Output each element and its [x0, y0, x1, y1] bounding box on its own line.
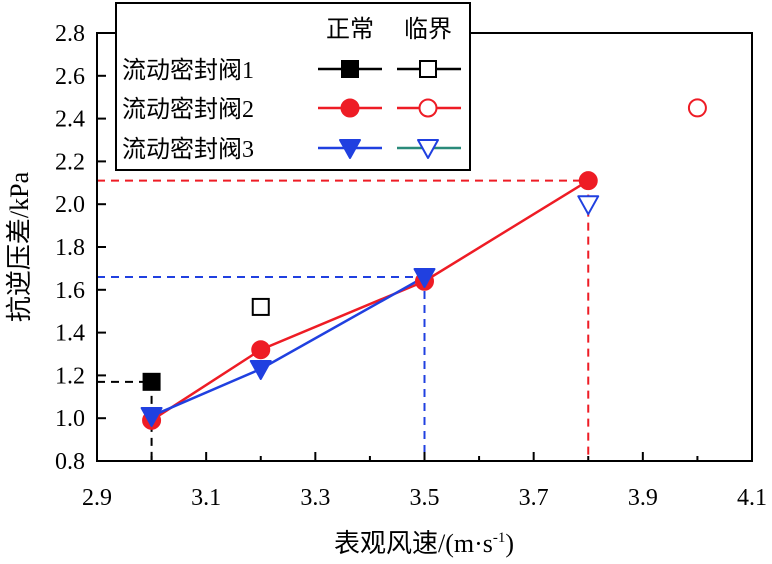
normal-point-2: [578, 171, 598, 191]
critical-point-3: [577, 195, 600, 216]
x-tick-label: 3.5: [410, 485, 440, 511]
ticks-layer: 2.9 3.1 3.3 3.5 3.7 3.9 4.1 0.8 1.0 1.2 1.4 1.6 1.8 2…: [55, 21, 767, 511]
x-axis-title-superscript: -1: [493, 530, 506, 546]
x-tick-label: 3.3: [300, 485, 330, 511]
legend-critical-marker-2: [418, 98, 438, 118]
y-tick-label: 2.6: [55, 64, 85, 90]
y-tick-label: 2.2: [55, 149, 85, 175]
critical-point-1: [251, 297, 270, 316]
y-tick-label: 0.8: [55, 449, 85, 475]
normal-point-2: [251, 340, 271, 360]
legend-normal-marker-3: [339, 139, 361, 159]
reference-lines: [97, 179, 590, 461]
normal-point-3: [140, 407, 163, 428]
legend-critical-marker-1: [419, 60, 437, 78]
y-tick-label: 2.0: [55, 192, 85, 218]
y-tick-label: 1.2: [55, 363, 85, 389]
legend-label-1: 流动密封阀1: [122, 57, 254, 84]
normal-point-1: [142, 372, 161, 391]
normal-point-3: [413, 267, 436, 288]
legend-label-3: 流动密封阀3: [122, 136, 254, 163]
x-tick-label: 4.1: [737, 485, 767, 511]
legend-normal-marker-2: [340, 98, 360, 118]
legend-normal-marker-1: [341, 60, 359, 78]
x-tick-label: 2.9: [82, 485, 112, 511]
x-axis-title: 表观风速/(m·s-1): [334, 529, 514, 558]
legend-box: [115, 2, 471, 171]
y-tick-label: 1.4: [55, 321, 85, 347]
x-tick-label: 3.7: [519, 485, 549, 511]
series-line-2: [150, 179, 589, 422]
x-tick-label: 3.9: [628, 485, 658, 511]
legend-critical-marker-3: [417, 139, 439, 159]
series-layer: [140, 98, 707, 430]
y-axis-title: 抗逆压差/kPa: [5, 171, 34, 322]
x-tick-label: 3.1: [191, 485, 221, 511]
y-tick-label: 1.0: [55, 406, 85, 432]
y-tick-label: 1.8: [55, 235, 85, 261]
legend-header-normal: 正常: [326, 16, 374, 43]
y-tick-label: 2.8: [55, 21, 85, 47]
legend-header-critical: 临界: [404, 16, 452, 43]
normal-point-3: [249, 359, 272, 380]
legend-label-2: 流动密封阀2: [122, 96, 254, 123]
y-tick-label: 1.6: [55, 278, 85, 304]
y-tick-label: 2.4: [55, 107, 85, 133]
critical-point-2: [687, 98, 707, 118]
